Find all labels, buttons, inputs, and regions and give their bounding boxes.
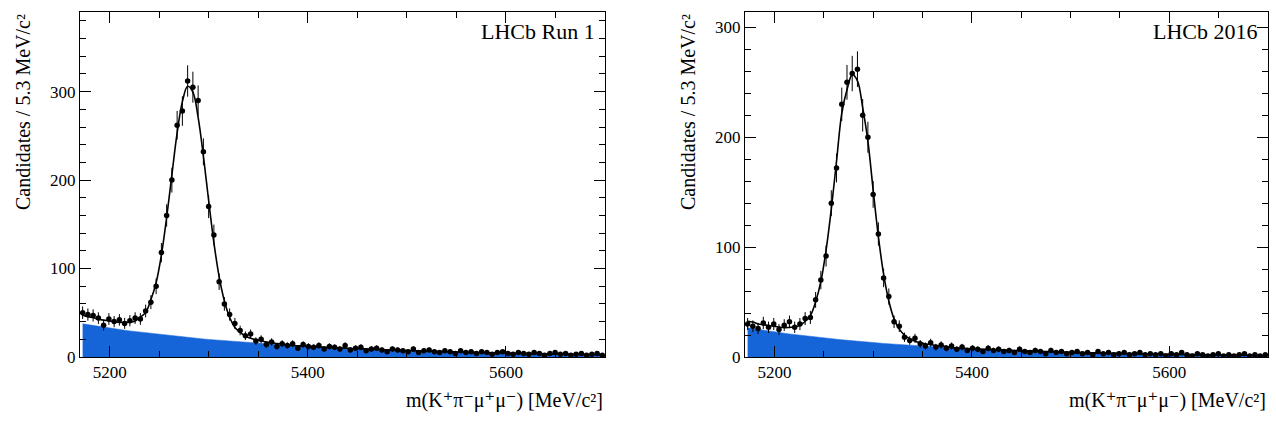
svg-text:LHCb Run 1: LHCb Run 1 [481,19,595,44]
svg-text:Candidates / 5.3 MeV/c²: Candidates / 5.3 MeV/c² [12,14,34,210]
svg-text:m(K⁺π⁻μ⁺μ⁻) [MeV/c²]: m(K⁺π⁻μ⁺μ⁻) [MeV/c²] [406,389,603,412]
svg-text:m(K⁺π⁻μ⁺μ⁻) [MeV/c²]: m(K⁺π⁻μ⁺μ⁻) [MeV/c²] [1069,389,1266,412]
svg-text:300: 300 [715,18,741,37]
svg-text:200: 200 [50,171,76,190]
svg-text:0: 0 [732,348,741,367]
svg-text:0: 0 [67,348,76,367]
svg-text:100: 100 [715,238,741,257]
svg-text:LHCb 2016: LHCb 2016 [1153,19,1258,44]
svg-text:5600: 5600 [489,363,523,382]
svg-text:300: 300 [50,83,76,102]
svg-text:5600: 5600 [1152,363,1186,382]
svg-text:5400: 5400 [291,363,325,382]
svg-text:5400: 5400 [955,363,989,382]
svg-text:200: 200 [715,128,741,147]
svg-text:5200: 5200 [758,363,792,382]
svg-text:Candidates / 5.3 MeV/c²: Candidates / 5.3 MeV/c² [677,14,699,210]
svg-text:5200: 5200 [93,363,127,382]
svg-text:100: 100 [50,259,76,278]
